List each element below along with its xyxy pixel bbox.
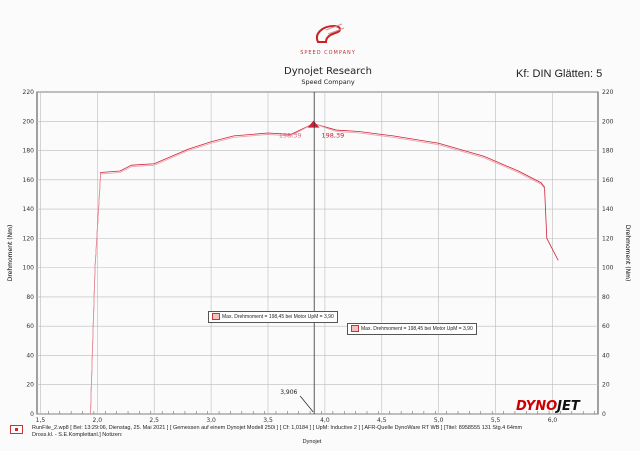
flame-logo-icon [316, 23, 345, 43]
x-tick-label: 3,0 [206, 417, 216, 424]
y-tick-label-right: 80 [602, 294, 610, 301]
y-tick-label-left: 0 [30, 411, 34, 418]
y-tick-label-right: 100 [602, 265, 614, 272]
y-tick-label-right: 120 [602, 235, 614, 242]
y-tick-label-right: 200 [602, 118, 614, 125]
legend-swatch-icon [212, 313, 220, 320]
y-tick-label-right: 140 [602, 206, 614, 213]
smoothing-label: Kf: DIN Glätten: 5 [516, 68, 603, 80]
chart-title: Dynojet Research [284, 66, 372, 77]
y-tick-label-left: 180 [23, 148, 35, 155]
y-tick-label-left: 80 [26, 294, 34, 301]
legend-swatch-icon [351, 325, 359, 332]
x-tick-label: 4,5 [377, 417, 387, 424]
run-info: RunFile_2.wp8 [ Bei: 13:29:06, Dienstag,… [32, 425, 632, 446]
dynojet-logo: DYNOJET [516, 399, 580, 414]
x-tick-label: 5,5 [491, 417, 501, 424]
y-tick-label-left: 160 [23, 177, 35, 184]
torque-curve-1 [90, 123, 559, 415]
run-color-swatch [10, 425, 23, 434]
x-tick-label: 4,0 [320, 417, 330, 424]
speed-company-logo: SPEED COMPANY [296, 20, 360, 56]
cursor-label: 3,906 [280, 389, 297, 396]
x-tick-label: 6,0 [548, 417, 558, 424]
y-tick-label-right: 220 [602, 89, 614, 96]
y-tick-label-left: 40 [26, 352, 34, 359]
y-tick-label-right: 60 [602, 323, 610, 330]
y-tick-label-left: 20 [26, 382, 34, 389]
y-axis-label-right: Drehmoment (Nm) [624, 225, 631, 282]
legend-item-2: Max. Drehmoment = 198,45 bei Motor UpM =… [347, 323, 477, 335]
logo-text: SPEED COMPANY [300, 50, 356, 56]
y-tick-label-left: 140 [23, 206, 35, 213]
x-tick-label: 1,5 [36, 417, 46, 424]
y-tick-label-right: 180 [602, 148, 614, 155]
y-tick-label-right: 0 [602, 411, 606, 418]
legend-label: Max. Drehmoment = 198,45 bei Motor UpM =… [222, 313, 334, 320]
x-axis-label: Dynojet [302, 439, 322, 445]
x-tick-label: 2,0 [93, 417, 103, 424]
y-tick-label-right: 20 [602, 382, 610, 389]
y-tick-label-left: 220 [23, 89, 35, 96]
peak-label-1: 198,39 [279, 132, 302, 140]
legend-item-1: Max. Drehmoment = 198,45 bei Motor UpM =… [208, 311, 338, 323]
y-tick-label-right: 40 [602, 352, 610, 359]
peak-marker-icon [307, 120, 320, 128]
run-info-line1: RunFile_2.wp8 [ Bei: 13:29:06, Dienstag,… [32, 425, 523, 431]
y-tick-label-left: 200 [23, 118, 35, 125]
y-tick-label-left: 100 [23, 265, 35, 272]
x-tick-label: 3,5 [263, 417, 273, 424]
y-tick-label-left: 60 [26, 323, 34, 330]
torque-curve-2 [90, 123, 545, 415]
x-tick-label: 2,5 [149, 417, 159, 424]
chart-subtitle: Speed Company [301, 78, 355, 86]
y-tick-label-left: 120 [23, 235, 35, 242]
y-tick-label-right: 160 [602, 177, 614, 184]
y-axis-label-left: Drehmoment (Nm) [7, 225, 14, 282]
x-tick-label: 5,0 [434, 417, 444, 424]
run-info-line2: Dross.kl. - S.E.Komplettanl.] Notizen: [32, 432, 123, 438]
peak-label-2: 198,39 [322, 132, 345, 140]
legend-label: Max. Drehmoment = 198,45 bei Motor UpM =… [361, 325, 473, 332]
plot-frame [36, 91, 599, 415]
cursor-arrow-icon [299, 395, 314, 413]
